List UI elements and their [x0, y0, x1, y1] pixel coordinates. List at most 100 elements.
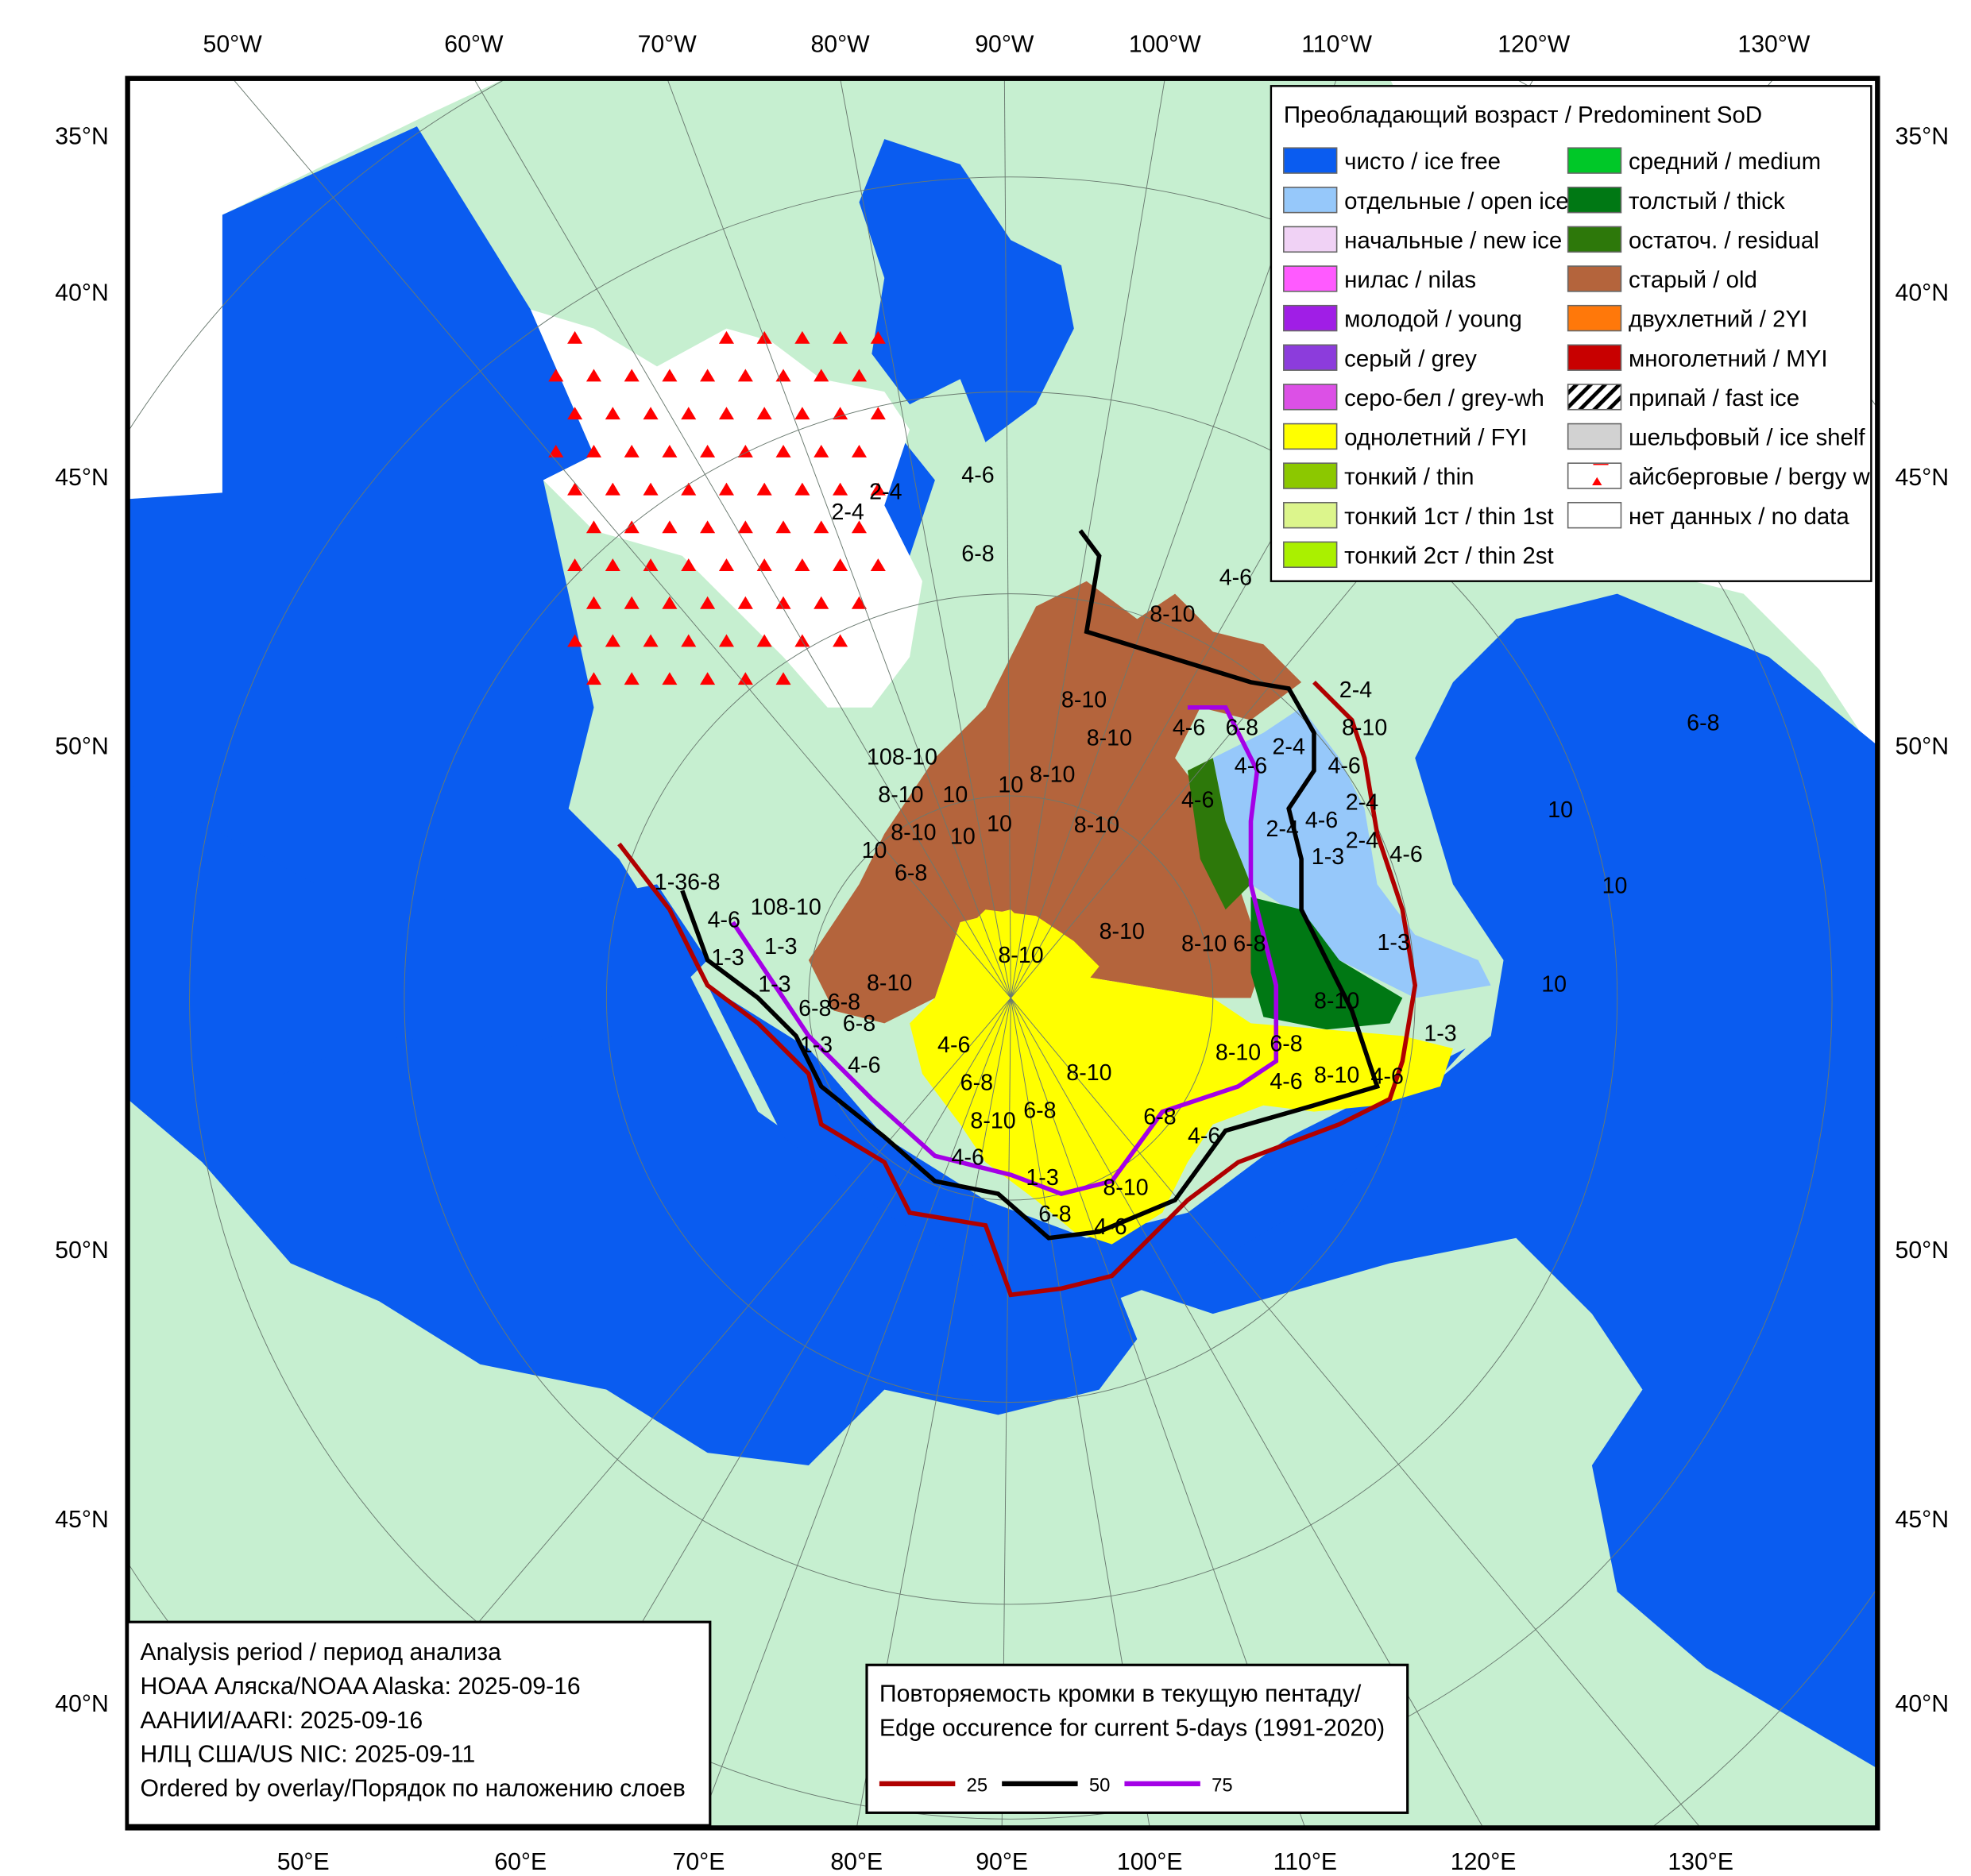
- bergy-triangle-icon: [624, 596, 640, 609]
- edge-legend-title-2: Edge occurence for current 5-days (1991-…: [879, 1715, 1385, 1741]
- bergy-triangle-icon: [548, 444, 564, 457]
- tick-label: 40°N: [1896, 280, 1950, 307]
- bergy-water-triangles: [548, 330, 886, 685]
- map-label: 6-8: [1023, 1098, 1056, 1124]
- legend-swatch: [1567, 147, 1622, 174]
- map-label: 6-8: [843, 1011, 875, 1036]
- legend-label: остаточ. / residual: [1629, 227, 1819, 253]
- bergy-triangle-icon: [851, 444, 868, 457]
- tick-label: 50°N: [55, 734, 109, 760]
- bergy-triangle-icon: [662, 596, 678, 609]
- map-labels: 8-10 8-10 8-10 8-10 6-8 4-6 6-8 8-10 8-1…: [655, 463, 1720, 1240]
- tick-label: 100°E: [1117, 1849, 1183, 1875]
- ocean-hudson-bay: [859, 139, 1074, 442]
- map-label: 8-10: [1215, 1040, 1261, 1065]
- bergy-triangle-icon: [814, 444, 829, 457]
- map-label: 4-6: [1219, 565, 1252, 590]
- map-label: 6-8: [961, 541, 994, 566]
- bergy-triangle-icon: [605, 407, 620, 420]
- bergy-triangle-icon: [814, 520, 829, 534]
- bergy-triangle-icon: [700, 520, 716, 534]
- map-label: 4-6: [1371, 1064, 1404, 1090]
- map-label: 6-8: [895, 861, 927, 886]
- map-label: 6-8: [1038, 1202, 1071, 1227]
- info-line: ААНИИ/AARI: 2025-09-16: [141, 1708, 423, 1734]
- tick-label: 40°N: [1896, 1691, 1950, 1717]
- bergy-triangle-icon: [718, 482, 735, 496]
- bergy-triangle-icon: [737, 369, 753, 382]
- ocean-norwegian: [127, 783, 708, 1087]
- bergy-triangle-icon: [833, 558, 848, 571]
- bergy-triangle-icon: [643, 634, 659, 647]
- legend-swatch: [1567, 344, 1622, 371]
- bergy-triangle-icon: [1592, 463, 1609, 486]
- map-label: 2-4: [831, 500, 864, 525]
- map-label: 10: [950, 824, 976, 850]
- legend-swatch: [1567, 265, 1622, 292]
- tick-label: 40°N: [55, 1691, 109, 1717]
- legend-title: Преобладающий возраст / Predominent SoD: [1284, 102, 1762, 128]
- map-label: 108-10: [751, 895, 821, 921]
- legend-swatch: [1283, 304, 1338, 332]
- legend-label: тонкий 1ст / thin 1st: [1344, 504, 1553, 530]
- legend-swatch: [1283, 226, 1338, 253]
- legend-label: начальные / new ice: [1344, 227, 1562, 253]
- tick-label: 50°N: [1896, 1237, 1950, 1264]
- bergy-triangle-icon: [718, 634, 735, 647]
- map-label: 10: [1602, 874, 1628, 899]
- info-line: Ordered by overlay/Порядок по наложению …: [141, 1776, 686, 1802]
- map-label: 8-10: [1342, 716, 1387, 741]
- bergy-triangle-icon: [662, 520, 678, 534]
- legend-label: молодой / young: [1344, 307, 1522, 333]
- tick-label: 120°E: [1451, 1849, 1517, 1875]
- bergy-triangle-icon: [643, 407, 659, 420]
- bergy-triangle-icon: [851, 369, 868, 382]
- map-label: 8-10: [878, 782, 923, 808]
- map-label: 4-6: [937, 1033, 970, 1058]
- tick-label: 90°E: [976, 1849, 1028, 1875]
- bergy-triangle-icon: [586, 369, 602, 382]
- map-label: 8-10: [1030, 762, 1075, 788]
- tick-label: 50°W: [203, 31, 263, 57]
- bergy-triangle-icon: [718, 558, 735, 571]
- info-line: НЛЦ США/US NIC: 2025-09-11: [141, 1742, 476, 1768]
- bergy-triangle-icon: [775, 672, 791, 685]
- axis-left-labels: 35°N 40°N 45°N 50°N 50°N 45°N 40°N: [55, 123, 109, 1717]
- bergy-triangle-icon: [870, 482, 886, 496]
- legend-label: айсберговые / bergy w: [1629, 464, 1870, 490]
- legend-swatch: [1567, 304, 1622, 332]
- edge-75-label: 75: [1212, 1774, 1233, 1796]
- bergy-triangle-icon: [794, 558, 810, 571]
- bergy-triangle-icon: [567, 558, 583, 571]
- map-label: 2-4: [869, 479, 902, 504]
- map-label: 6-8: [828, 990, 860, 1015]
- bergy-triangle-icon: [624, 369, 640, 382]
- map-label: 10: [862, 838, 887, 863]
- bergy-triangle-icon: [624, 444, 640, 457]
- legend-swatch: [1567, 384, 1622, 411]
- bergy-triangle-icon: [700, 369, 716, 382]
- map-label: 10: [998, 772, 1023, 797]
- map-label: 8-10: [867, 971, 912, 996]
- tick-label: 45°N: [1896, 465, 1950, 491]
- edge-50-label: 50: [1089, 1774, 1111, 1796]
- bergy-triangle-icon: [605, 558, 620, 571]
- bergy-triangle-icon: [567, 330, 583, 344]
- ocean-bering-pacific: [1137, 593, 1878, 1769]
- bergy-triangle-icon: [814, 369, 829, 382]
- info-line: НОАА Аляска/NOAA Alaska: 2025-09-16: [141, 1673, 581, 1700]
- map-label: 6-8: [1143, 1105, 1176, 1130]
- legend-label: однолетний / FYI: [1344, 425, 1527, 451]
- axis-right-labels: 35°N 40°N 45°N 50°N 50°N 45°N 40°N: [1896, 123, 1950, 1717]
- map-label: 8-10: [1103, 1175, 1148, 1201]
- bergy-triangle-icon: [833, 407, 848, 420]
- map-label: 2-4: [1273, 735, 1305, 760]
- map-label: 10: [1541, 972, 1567, 998]
- legend-swatch: [1283, 384, 1338, 411]
- map-label: 4-6: [1389, 842, 1422, 867]
- map-label: 4-6: [961, 463, 994, 488]
- axis-bottom-labels: 50°E 60°E 70°E 80°E 90°E 100°E 110°E 120…: [277, 1849, 1733, 1875]
- legend-swatch: [1567, 187, 1622, 214]
- bergy-triangle-icon: [567, 407, 583, 420]
- edge-line-75: [731, 704, 1279, 1196]
